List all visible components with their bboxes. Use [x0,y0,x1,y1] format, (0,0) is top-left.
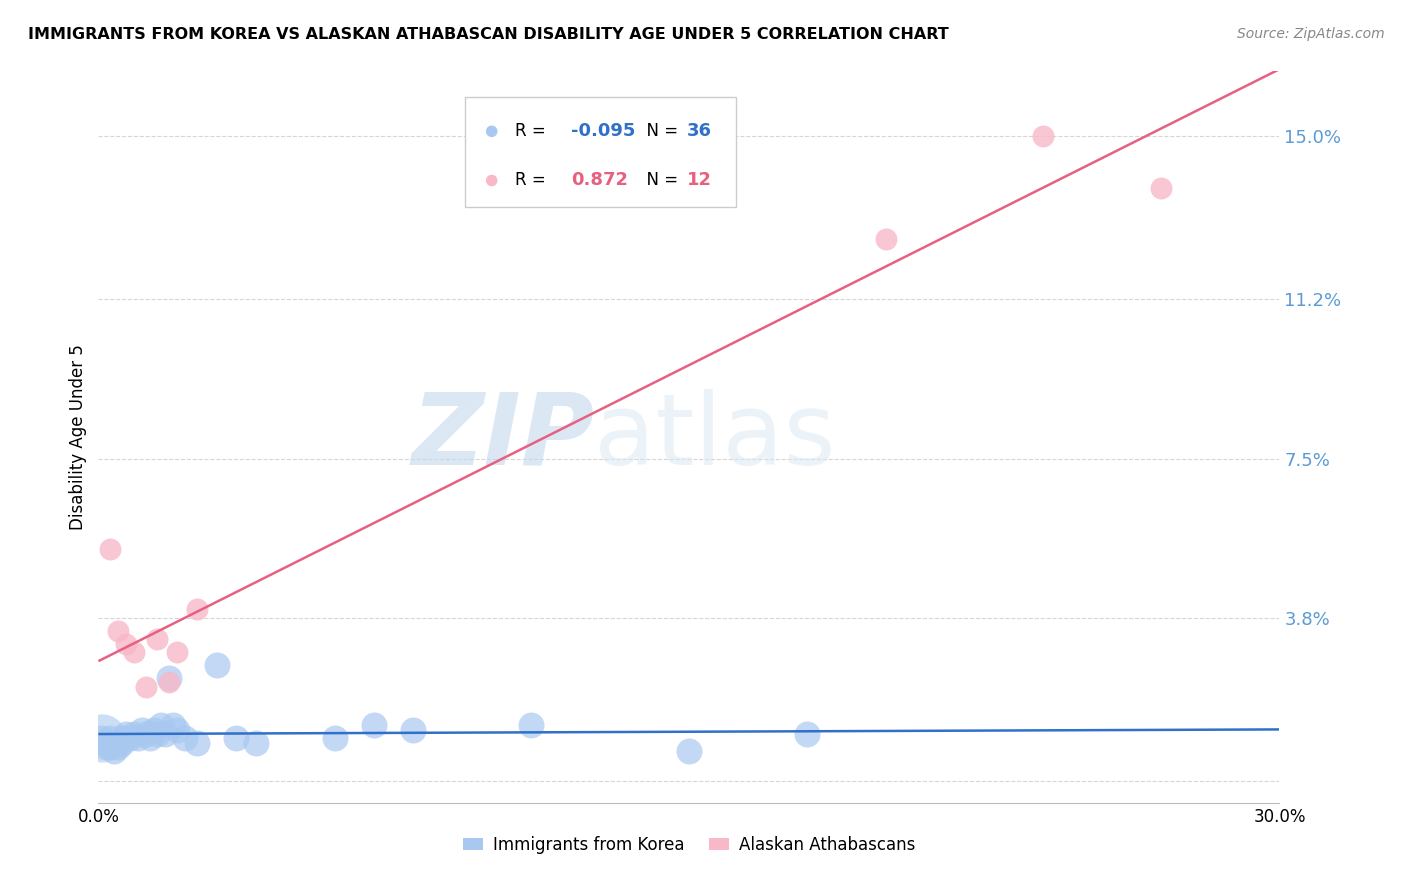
Text: N =: N = [636,122,683,140]
Point [520,718,543,732]
Text: R =: R = [516,122,551,140]
Text: N =: N = [636,171,683,189]
Point [225,731,247,746]
Point [131,723,153,737]
Point [107,735,129,749]
Y-axis label: Disability Age Under 5: Disability Age Under 5 [69,344,87,530]
Point [146,727,169,741]
Point [157,671,180,685]
Text: -0.095: -0.095 [571,122,636,140]
Point [186,735,208,749]
Point [122,645,145,659]
Point [323,731,346,746]
Point [98,739,121,754]
Point [363,718,385,732]
Point [118,731,141,746]
FancyBboxPatch shape [464,97,737,207]
Point [138,731,160,746]
Point [157,675,180,690]
Point [146,632,169,647]
Point [91,731,114,746]
Point [107,739,129,754]
Point [96,739,118,754]
Text: IMMIGRANTS FROM KOREA VS ALASKAN ATHABASCAN DISABILITY AGE UNDER 5 CORRELATION C: IMMIGRANTS FROM KOREA VS ALASKAN ATHABAS… [28,27,949,42]
Text: Source: ZipAtlas.com: Source: ZipAtlas.com [1237,27,1385,41]
Point [162,718,184,732]
Point [174,731,197,746]
Point [1032,128,1054,143]
Point [205,658,228,673]
Point [103,735,125,749]
Point [127,731,149,746]
Point [98,541,121,556]
Point [678,744,700,758]
Point [91,731,114,746]
Point [107,624,129,638]
Text: ZIP: ZIP [412,389,595,485]
Point [155,727,177,741]
Point [115,637,138,651]
Point [98,731,121,746]
Point [142,723,165,737]
Point [796,727,818,741]
Point [135,680,157,694]
Text: 0.872: 0.872 [571,171,628,189]
Text: R =: R = [516,171,551,189]
Point [1150,180,1173,194]
Point [96,735,118,749]
Point [402,723,425,737]
Legend: Immigrants from Korea, Alaskan Athabascans: Immigrants from Korea, Alaskan Athabasca… [456,829,922,860]
Text: atlas: atlas [595,389,837,485]
Point [111,735,134,749]
Point [135,727,157,741]
Point [166,645,188,659]
Point [166,723,188,737]
Point [103,744,125,758]
Point [111,731,134,746]
Text: 12: 12 [686,171,711,189]
Text: 36: 36 [686,122,711,140]
Point [115,727,138,741]
Point [122,727,145,741]
Point [875,232,897,246]
Point [245,735,267,749]
Point [186,602,208,616]
Point [150,718,173,732]
